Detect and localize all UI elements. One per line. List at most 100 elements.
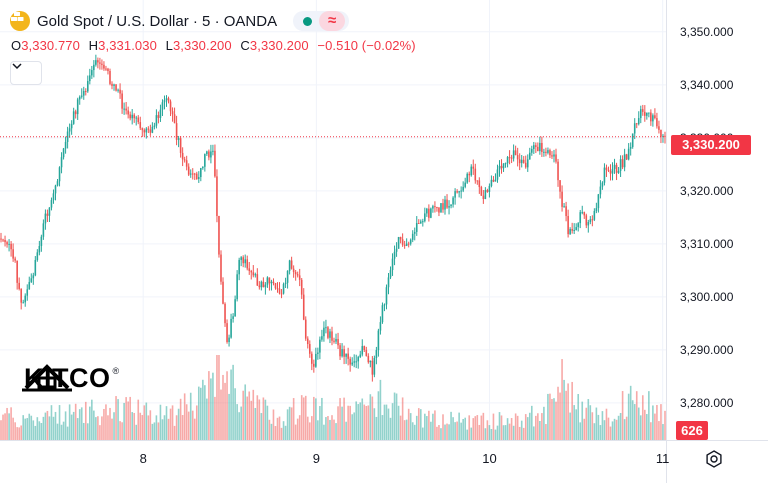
volume-bar [417,408,420,440]
candle-body [339,345,341,357]
candle-body [409,239,412,244]
volume-bar [484,428,487,440]
candle-body [341,349,343,357]
volume-bar [555,401,557,440]
volume-bar [177,408,180,440]
candle-body [585,215,588,226]
candle-body [644,111,646,116]
candle-body [591,219,594,221]
volume-bar [107,415,109,440]
volume-bar [492,413,495,440]
volume-bar [522,427,525,440]
volume-bar [72,411,75,440]
volume-bar [571,381,573,440]
symbol-title[interactable]: Gold Spot / U.S. Dollar · 5 · OANDA [37,12,278,30]
ohlc-open-value: 3,330.770 [21,38,80,53]
volume-bar [557,386,559,440]
candle-body [385,287,388,305]
volume-bar [486,420,489,440]
candle-body [545,151,547,153]
candle-body [549,150,551,156]
candle-body [230,318,232,338]
candle-body [460,190,462,192]
volume-bar [409,413,412,440]
volume-bar [353,412,355,440]
volume-bar [268,419,271,440]
candle-body [38,246,41,253]
volume-bar [633,404,636,440]
candle-body [298,275,301,280]
candle-body [127,110,129,115]
volume-bar [195,405,198,440]
volume-bar [355,401,358,440]
candle-body [664,135,666,137]
volume-bar [191,410,194,440]
candle-body [54,185,57,194]
candle-body [563,206,565,208]
volume-bar [260,413,263,440]
x-tick-label: 9 [313,451,320,466]
wave-icon[interactable]: ≈ [319,11,346,31]
chart-header: Gold Spot / U.S. Dollar · 5 · OANDA ≈ [10,9,350,33]
candle-body [607,169,610,171]
candle-body [105,68,107,70]
volume-bar [363,404,366,440]
candle-body [137,117,140,123]
candle-body [343,349,345,357]
volume-bar [93,410,95,440]
gold-symbol-logo[interactable] [10,11,30,31]
candle-body [315,353,317,367]
candle-body [561,191,563,207]
volume-bar [573,405,575,440]
candle-body [541,142,543,153]
volume-bar [518,426,521,440]
volume-bar [504,425,507,440]
candle-body [625,154,628,160]
collapse-legend-button[interactable] [10,61,42,85]
volume-bar [601,411,604,440]
volume-bar [58,405,61,440]
settings-gear-icon[interactable] [702,447,726,471]
ohlc-change-value: −0.510 (−0.02%) [317,38,416,53]
market-status-group[interactable]: ≈ [293,11,350,31]
candle-body [345,353,347,357]
volume-bar [357,404,360,440]
volume-bar [206,398,208,440]
volume-bar [349,405,351,440]
candle-body [300,279,303,295]
candle-body [333,340,335,342]
candle-body [442,203,444,210]
candle-body [22,302,25,304]
x-tick-label: 11 [656,451,670,466]
candle-body [466,173,469,183]
volume-bar [8,413,10,440]
volume-bar [490,429,493,440]
candle-body [462,186,464,191]
volume-bar [311,416,313,440]
candle-body [161,102,164,110]
candle-body [56,181,59,186]
volume-bar [456,421,458,440]
volume-bar [10,407,12,440]
y-tick-label: 3,320.000 [680,184,734,198]
volume-bar [446,423,448,440]
volume-bar [635,391,638,440]
volume-bar [179,398,182,440]
candle-body [169,101,172,112]
volume-bar [306,416,309,440]
candle-body [313,363,315,367]
volume-bar [60,424,63,440]
candle-body [579,212,582,224]
candle-body [506,157,509,164]
volume-bar [157,422,160,440]
candle-body [232,316,234,319]
candle-body [648,112,650,114]
volume-bar [204,385,206,440]
volume-bar [99,425,101,440]
kitco-logo-icon [22,364,72,392]
volume-bar [127,401,129,440]
candle-body [498,165,501,170]
volume-bar [74,403,77,440]
